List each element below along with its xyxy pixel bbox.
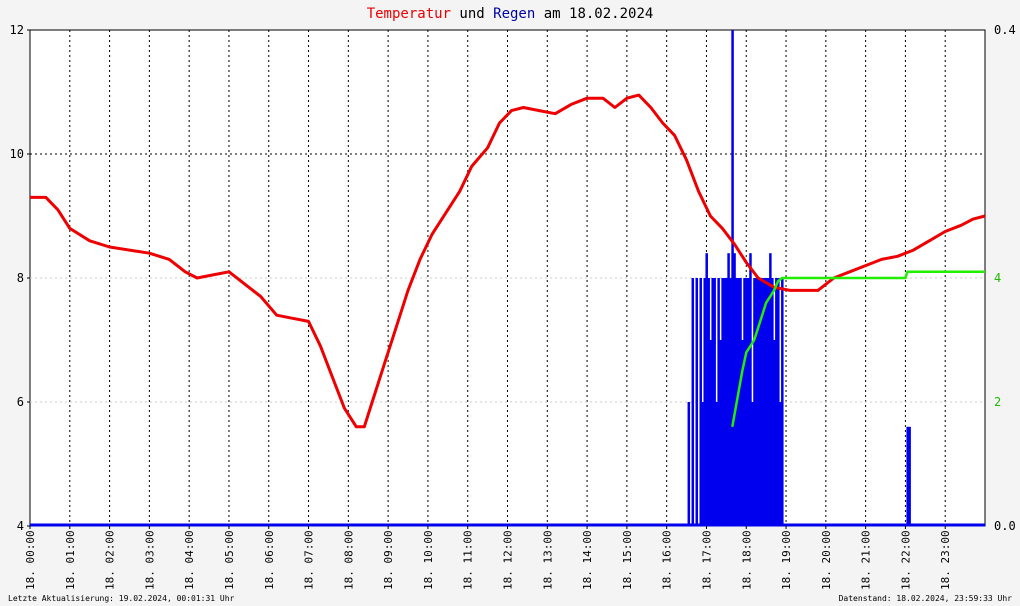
- x-tick-label: 18. 13:00: [541, 530, 554, 590]
- x-tick-label: 18. 02:00: [104, 530, 117, 590]
- x-tick-label: 18. 04:00: [183, 530, 196, 590]
- rain-bar: [707, 278, 710, 526]
- x-tick-label: 18. 20:00: [820, 530, 833, 590]
- footer-right: Datenstand: 18.02.2024, 23:59:33 Uhr: [839, 594, 1013, 603]
- rain-bar: [908, 426, 911, 526]
- y-left-tick-label: 12: [10, 23, 24, 37]
- y-left-tick-label: 10: [10, 147, 24, 161]
- rain-bar: [775, 278, 778, 526]
- series-line-regensumme: [731, 270, 985, 428]
- x-tick-label: 18. 00:00: [24, 530, 37, 590]
- y-left-tick-label: 8: [17, 271, 24, 285]
- rain-bar: [695, 278, 699, 526]
- rain-bar: [717, 278, 720, 526]
- x-tick-label: 18. 16:00: [661, 530, 674, 590]
- rain-bar: [703, 278, 706, 526]
- rain-bar: [721, 278, 724, 526]
- x-tick-label: 18. 21:00: [860, 530, 873, 590]
- y-left-tick-label: 6: [17, 395, 24, 409]
- title-date: am 18.02.2024: [535, 6, 653, 22]
- y-left-tick-label: 4: [17, 519, 24, 533]
- rain-bar: [741, 340, 744, 526]
- rain-bar: [733, 253, 736, 526]
- x-tick-label: 18. 19:00: [780, 530, 793, 590]
- rain-bar: [759, 278, 762, 526]
- rain-bar: [755, 278, 758, 526]
- y-right-rate-tick-label: 0.4: [994, 23, 1016, 37]
- rain-bar: [723, 278, 726, 526]
- rain-bar: [691, 278, 695, 526]
- rain-bar: [715, 402, 718, 526]
- x-tick-label: 18. 08:00: [342, 530, 355, 590]
- x-tick-label: 18. 05:00: [223, 530, 236, 590]
- x-tick-label: 18. 17:00: [700, 530, 713, 590]
- rain-bar: [906, 426, 909, 526]
- x-tick-label: 18. 07:00: [303, 530, 316, 590]
- rain-bar: [767, 278, 770, 526]
- rain-bar: [773, 340, 776, 526]
- rain-bar: [745, 278, 748, 526]
- rain-bar: [737, 278, 740, 526]
- x-tick-label: 18. 11:00: [462, 530, 475, 590]
- rain-bar: [753, 278, 756, 526]
- rain-bar: [705, 253, 708, 526]
- rain-bar: [771, 278, 774, 526]
- footer-left: Letzte Aktualisierung: 19.02.2024, 00:01…: [8, 594, 235, 603]
- title-regen: Regen: [493, 6, 535, 22]
- rain-bar: [731, 30, 734, 526]
- rain-bar: [739, 278, 742, 526]
- rain-bar: [769, 253, 772, 526]
- x-tick-label: 18. 10:00: [422, 530, 435, 590]
- rain-bar: [699, 278, 702, 526]
- rain-bar: [709, 340, 712, 526]
- x-tick-label: 18. 06:00: [263, 530, 276, 590]
- rain-bar: [701, 402, 704, 526]
- rain-bars: [30, 30, 985, 527]
- y-right-rate-tick-label: 0.0: [994, 519, 1016, 533]
- rain-bar: [687, 402, 691, 526]
- rain-bar: [765, 278, 768, 526]
- rain-bar: [763, 278, 766, 526]
- rain-bar: [781, 278, 784, 526]
- rain-bar: [719, 340, 722, 526]
- rain-bar: [749, 253, 752, 526]
- rain-bar: [711, 278, 714, 526]
- x-tick-label: 18. 22:00: [899, 530, 912, 590]
- series-line-temperatur: [30, 93, 986, 429]
- x-tick-label: 18. 23:00: [939, 530, 952, 590]
- rain-bar: [761, 278, 764, 526]
- rain-bar: [727, 253, 730, 526]
- x-tick-label: 18. 12:00: [502, 530, 515, 590]
- rain-bar: [725, 278, 728, 526]
- x-tick-label: 18. 03:00: [143, 530, 156, 590]
- x-tick-label: 18. 09:00: [382, 530, 395, 590]
- y-right-total-tick-label: 2: [994, 395, 1001, 409]
- rain-bar: [729, 278, 732, 526]
- axes: 4 6 8 10 12 2 4 0.0 0.4 18. 00:00 18. 01:00 18. 02:…: [10, 23, 1016, 590]
- rain-bar: [777, 278, 780, 526]
- rain-bar: [743, 278, 746, 526]
- series-lines: [30, 93, 986, 429]
- x-tick-label: 18. 15:00: [621, 530, 634, 590]
- rain-bar: [757, 278, 760, 526]
- x-tick-label: 18. 18:00: [740, 530, 753, 590]
- x-tick-label: 18. 14:00: [581, 530, 594, 590]
- y-right-total-tick-label: 4: [994, 271, 1001, 285]
- title-temperatur: Temperatur: [367, 6, 451, 22]
- rain-bar: [713, 278, 716, 526]
- rain-bar: [751, 402, 754, 526]
- chart-title: Temperatur und Regen am 18.02.2024: [367, 6, 654, 22]
- x-tick-label: 18. 01:00: [64, 530, 77, 590]
- rain-bar: [747, 278, 750, 526]
- title-und: und: [451, 6, 493, 22]
- rain-bar: [779, 402, 782, 526]
